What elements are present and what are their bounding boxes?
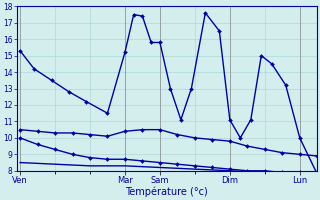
- X-axis label: Température (°c): Température (°c): [125, 187, 208, 197]
